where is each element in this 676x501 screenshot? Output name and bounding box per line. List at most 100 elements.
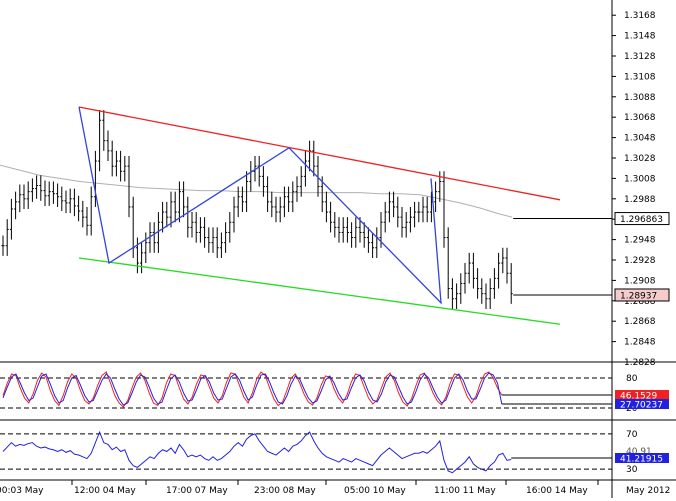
price-tick-label: 1.2828: [624, 358, 656, 368]
price-bar: [14, 191, 18, 220]
price-bar: [215, 227, 219, 258]
price-bar: [333, 212, 337, 238]
price-bar: [64, 190, 68, 214]
price-tick-label: 1.3008: [624, 174, 656, 184]
price-bar: [316, 155, 320, 197]
time-tick-label: 17:00 07 May: [166, 486, 228, 496]
price-bar: [295, 176, 299, 202]
price-bar: [119, 150, 123, 182]
price-bar: [492, 268, 496, 299]
price-bar: [362, 222, 366, 248]
price-bar: [308, 140, 312, 172]
price-bar: [114, 150, 118, 177]
price-bar: [350, 222, 354, 248]
price-bar: [287, 186, 291, 213]
price-bar: [476, 268, 480, 299]
price-bar: [190, 212, 194, 238]
price-bar: [455, 283, 459, 309]
stochastic-value-box: [615, 390, 669, 400]
price-bar: [282, 186, 286, 218]
resistance-trend-line: [78, 106, 561, 201]
price-label-box: [614, 212, 670, 226]
price-bar: [144, 232, 148, 264]
price-bar: [341, 217, 345, 243]
time-tick-label: 05:00 10 May: [344, 486, 406, 496]
price-bar: [123, 155, 127, 182]
price-bar: [425, 196, 429, 223]
time-tick-label: May 2012: [626, 486, 670, 496]
price-bar: [480, 278, 484, 304]
price-bar: [30, 178, 34, 202]
price-bar: [35, 175, 39, 199]
price-bar: [392, 191, 396, 218]
price-bar: [358, 217, 362, 243]
time-tick-label: 00:03 May: [0, 486, 44, 496]
price-tick-label: 1.3168: [624, 11, 656, 21]
price-bar: [106, 130, 110, 162]
price-tick-label: 1.2988: [624, 195, 656, 205]
price-label-box: [614, 288, 670, 302]
price-bar: [194, 212, 198, 243]
price-tick-label: 1.3148: [624, 32, 656, 42]
time-tick-label: 12:00 04 May: [74, 486, 136, 496]
price-bar: [22, 184, 26, 209]
price-tick-label: 1.3128: [624, 52, 656, 62]
price-bar: [337, 217, 341, 243]
rsi-series-line: [2, 430, 512, 474]
price-bar: [404, 212, 408, 238]
price-bar: [51, 181, 55, 204]
price-bar: [9, 198, 13, 240]
price-bar: [312, 140, 316, 177]
price-bar: [39, 175, 43, 201]
price-bar: [400, 206, 404, 238]
moving-average-line: [0, 164, 513, 218]
price-bar: [60, 186, 64, 212]
price-bar: [417, 201, 421, 223]
price-bar: [186, 196, 190, 238]
price-bar: [85, 206, 89, 236]
price-label-text: 1.296863: [620, 215, 663, 225]
price-bar: [459, 273, 463, 304]
price-tick-label: 1.2928: [624, 256, 656, 266]
price-bar: [47, 181, 51, 206]
price-bar: [43, 180, 47, 206]
price-bar: [182, 181, 186, 218]
price-bar: [219, 232, 223, 258]
price-bar: [354, 217, 358, 248]
price-bar: [471, 252, 475, 289]
price-tick-label: 1.3048: [624, 134, 656, 144]
price-bar: [127, 155, 131, 218]
price-bar: [5, 219, 9, 256]
price-bar: [278, 196, 282, 223]
price-bar: [198, 217, 202, 243]
price-bar: [56, 183, 60, 207]
wave-trend-line: [78, 106, 442, 305]
price-bar: [169, 191, 173, 228]
price-bar: [77, 195, 81, 222]
rsi-background-label: 40.91: [626, 447, 652, 457]
rsi-level-label: 70: [626, 430, 638, 440]
stochastic-value-box: [615, 399, 669, 409]
price-tick-label: 1.2848: [624, 338, 656, 348]
price-bar: [446, 227, 450, 299]
price-bar: [484, 283, 488, 309]
price-bar: [434, 181, 438, 213]
price-bar: [98, 110, 102, 172]
price-bar: [135, 237, 139, 274]
stochastic-level-label: 80: [626, 374, 638, 384]
price-bar: [442, 171, 446, 248]
price-bar: [89, 186, 93, 236]
price-bar: [232, 196, 236, 233]
price-bar: [408, 206, 412, 233]
price-bar: [324, 191, 328, 223]
price-bar: [18, 184, 22, 213]
price-bar: [345, 217, 349, 243]
rsi-level-label: 30: [626, 465, 638, 475]
price-bar: [140, 242, 144, 274]
time-tick-label: 23:00 08 May: [254, 486, 316, 496]
price-bar: [224, 222, 228, 253]
